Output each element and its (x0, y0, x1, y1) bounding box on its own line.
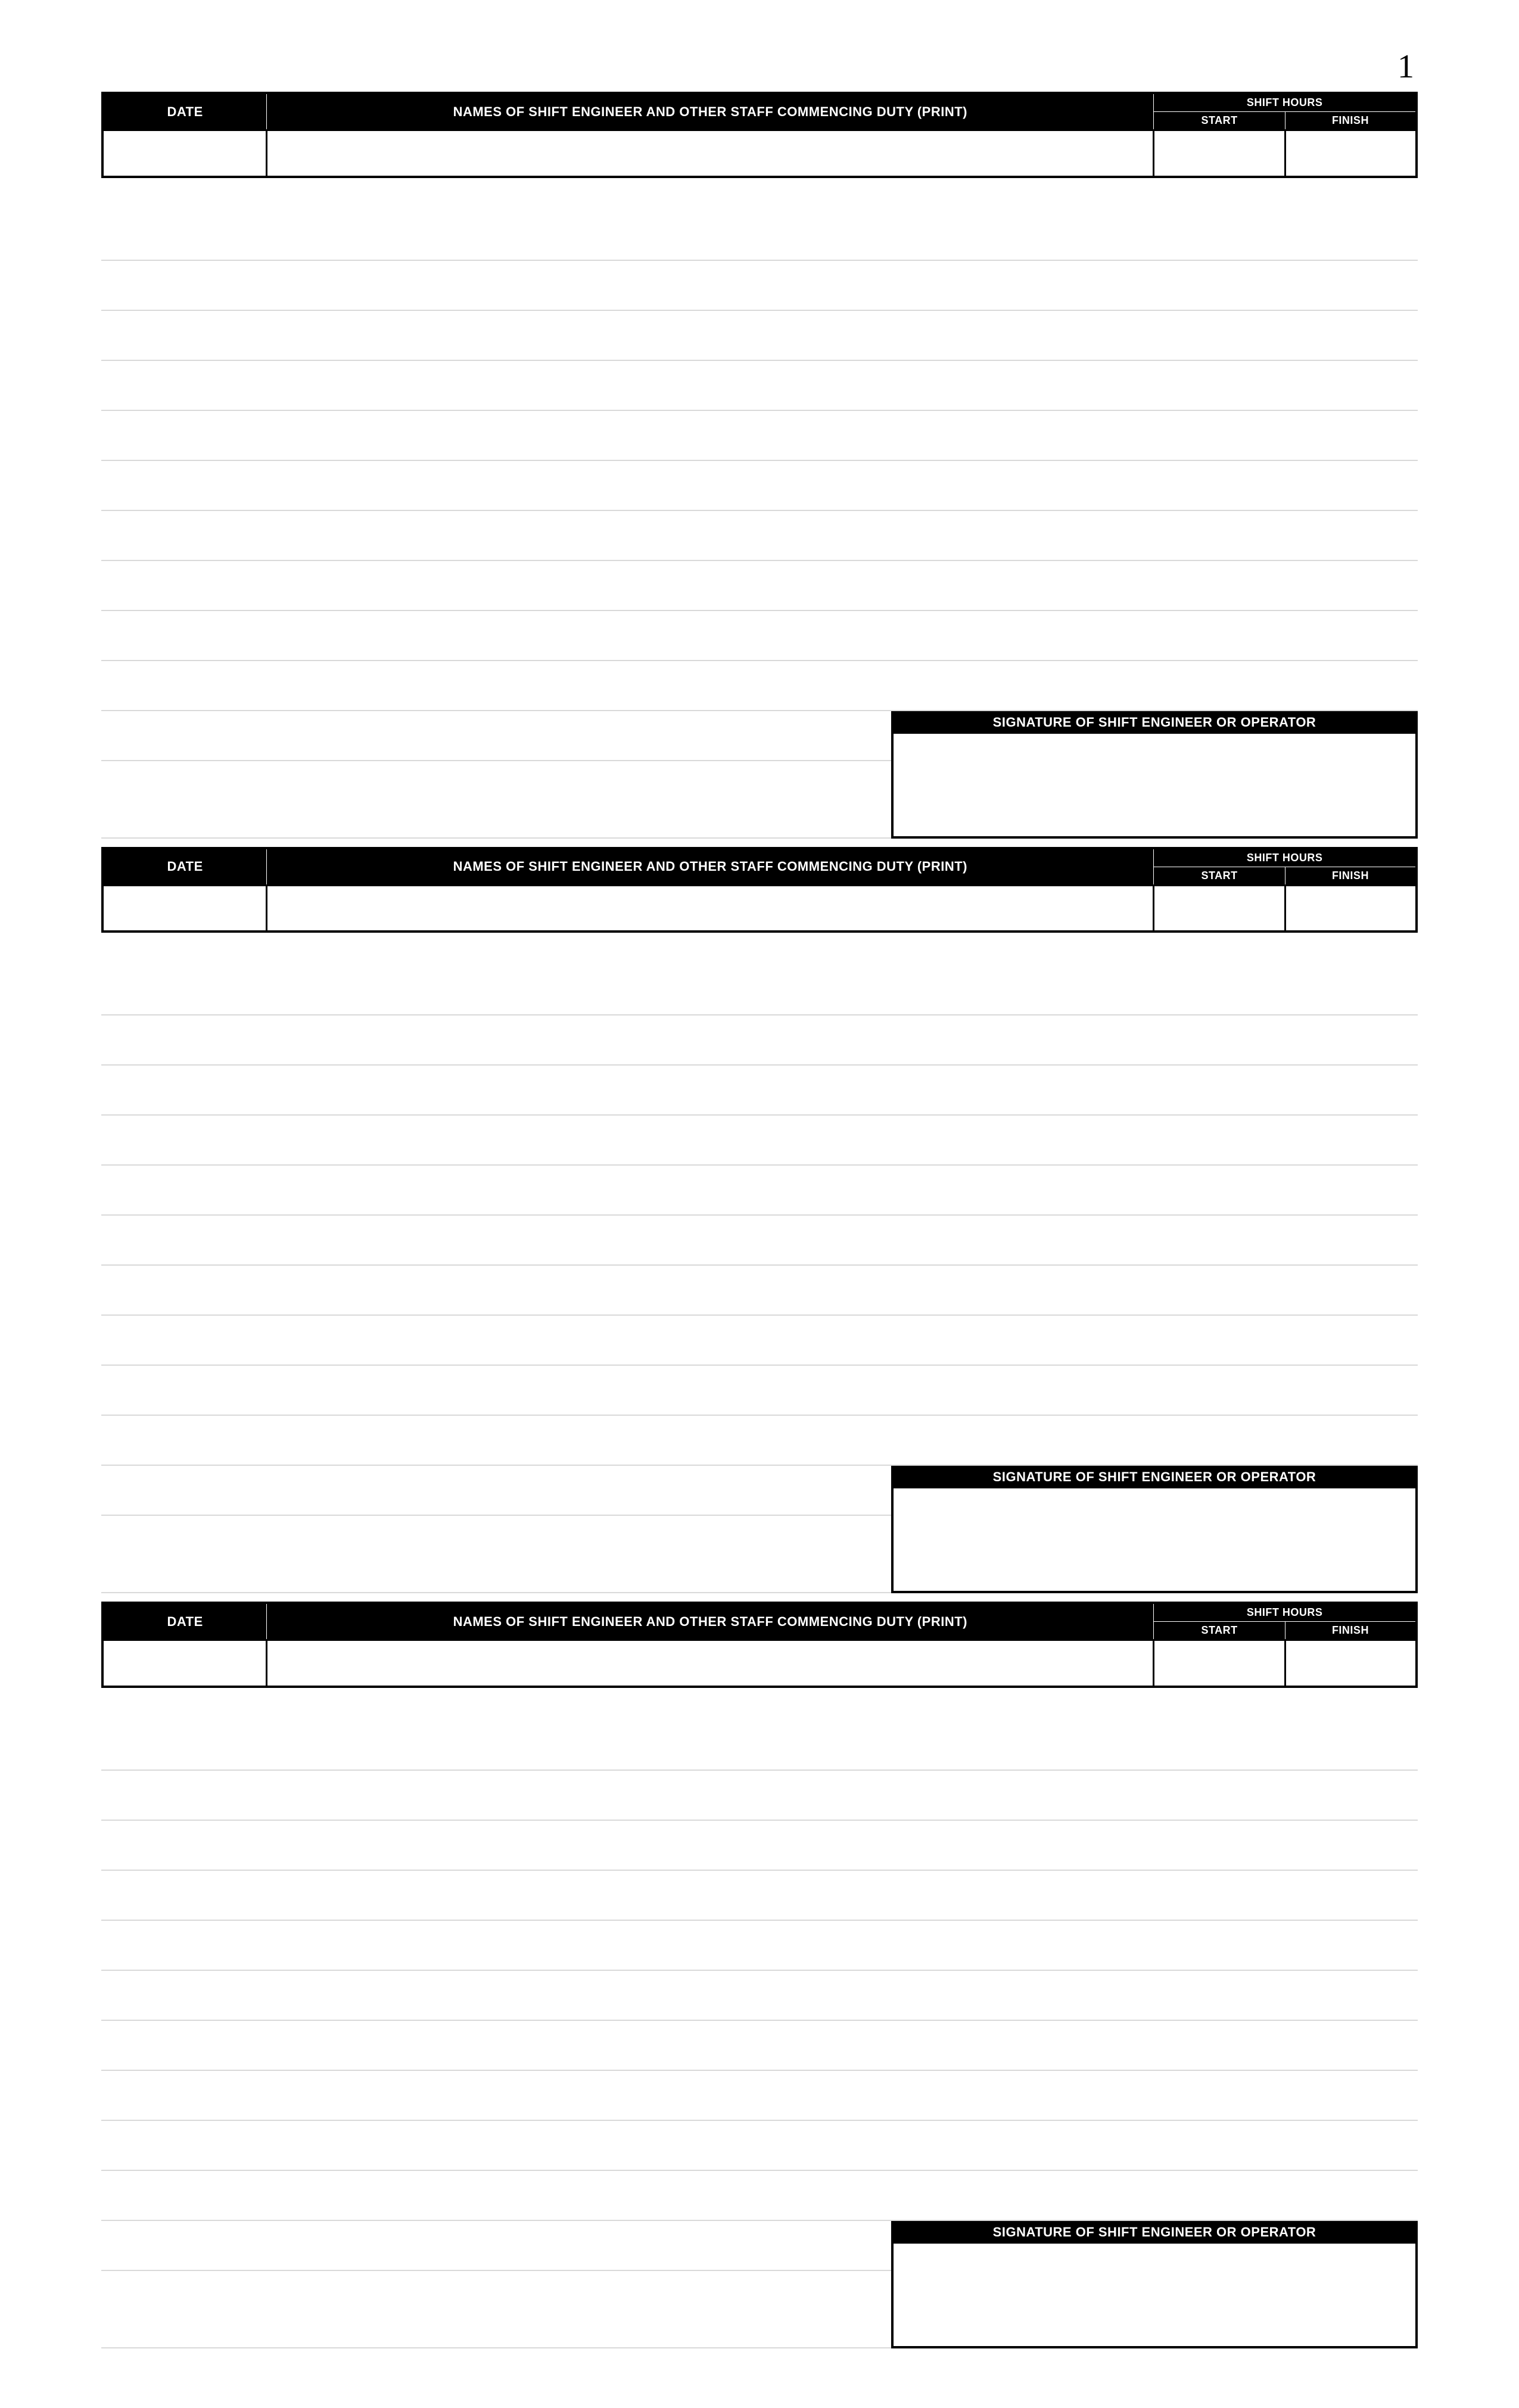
blank-cell-start[interactable] (1154, 130, 1285, 177)
ruled-line[interactable] (101, 1466, 891, 1516)
ruled-line[interactable] (101, 1066, 1418, 1116)
ruled-line[interactable] (101, 2121, 1418, 2171)
ruled-line[interactable] (101, 2021, 1418, 2071)
page-number: 1 (101, 48, 1418, 86)
col-header-names: NAMES OF SHIFT ENGINEER AND OTHER STAFF … (267, 848, 1154, 886)
blank-cell-finish[interactable] (1285, 1640, 1417, 1687)
col-header-names: NAMES OF SHIFT ENGINEER AND OTHER STAFF … (267, 93, 1154, 130)
ruled-lines-area: SIGNATURE OF SHIFT ENGINEER OR OPERATOR (101, 1721, 1418, 2348)
ruled-line[interactable] (101, 761, 891, 839)
ruled-line[interactable] (101, 1116, 1418, 1166)
blank-cell-finish[interactable] (1285, 130, 1417, 177)
ruled-line[interactable] (101, 1721, 1418, 1771)
signature-label: SIGNATURE OF SHIFT ENGINEER OR OPERATOR (891, 2221, 1418, 2244)
col-header-shift-hours: SHIFT HOURS (1154, 1603, 1417, 1622)
signature-box-row (101, 761, 1418, 839)
ruled-line[interactable] (101, 361, 1418, 411)
shift-header-table: DATENAMES OF SHIFT ENGINEER AND OTHER ST… (101, 847, 1418, 933)
ruled-lines-area: SIGNATURE OF SHIFT ENGINEER OR OPERATOR (101, 211, 1418, 839)
ruled-line[interactable] (101, 411, 1418, 461)
ruled-line[interactable] (101, 311, 1418, 361)
shift-section: DATENAMES OF SHIFT ENGINEER AND OTHER ST… (101, 847, 1418, 1594)
signature-label: SIGNATURE OF SHIFT ENGINEER OR OPERATOR (891, 711, 1418, 734)
ruled-line[interactable] (101, 1316, 1418, 1366)
shift-header-table: DATENAMES OF SHIFT ENGINEER AND OTHER ST… (101, 1602, 1418, 1688)
ruled-line[interactable] (101, 1015, 1418, 1066)
col-header-start: START (1154, 112, 1285, 130)
ruled-line[interactable] (101, 1166, 1418, 1216)
col-header-date: DATE (102, 93, 267, 130)
signature-box-row (101, 2271, 1418, 2348)
ruled-line[interactable] (101, 1921, 1418, 1971)
ruled-line[interactable] (101, 611, 1418, 661)
blank-cell-names[interactable] (267, 1640, 1154, 1687)
blank-cell-finish[interactable] (1285, 885, 1417, 932)
ruled-line[interactable] (101, 1416, 1418, 1466)
ruled-line[interactable] (101, 2271, 891, 2348)
ruled-line[interactable] (101, 711, 891, 761)
signature-label: SIGNATURE OF SHIFT ENGINEER OR OPERATOR (891, 1466, 1418, 1488)
ruled-line[interactable] (101, 1971, 1418, 2021)
signature-box[interactable] (891, 1516, 1418, 1593)
signature-box-row (101, 1516, 1418, 1593)
ruled-line[interactable] (101, 1366, 1418, 1416)
col-header-shift-hours: SHIFT HOURS (1154, 848, 1417, 867)
ruled-line[interactable] (101, 1771, 1418, 1821)
blank-cell-start[interactable] (1154, 1640, 1285, 1687)
col-header-names: NAMES OF SHIFT ENGINEER AND OTHER STAFF … (267, 1603, 1154, 1640)
signature-header-row: SIGNATURE OF SHIFT ENGINEER OR OPERATOR (101, 1466, 1418, 1516)
blank-cell-start[interactable] (1154, 885, 1285, 932)
blank-cell-date[interactable] (102, 1640, 267, 1687)
ruled-line[interactable] (101, 2071, 1418, 2121)
ruled-line[interactable] (101, 965, 1418, 1015)
ruled-line[interactable] (101, 561, 1418, 611)
col-header-date: DATE (102, 848, 267, 886)
blank-cell-names[interactable] (267, 885, 1154, 932)
signature-box[interactable] (891, 761, 1418, 839)
col-header-finish: FINISH (1285, 1622, 1417, 1640)
signature-header-row: SIGNATURE OF SHIFT ENGINEER OR OPERATOR (101, 711, 1418, 761)
signature-box[interactable] (891, 2271, 1418, 2348)
blank-cell-date[interactable] (102, 130, 267, 177)
col-header-finish: FINISH (1285, 867, 1417, 885)
blank-cell-names[interactable] (267, 130, 1154, 177)
ruled-line[interactable] (101, 2171, 1418, 2221)
ruled-line[interactable] (101, 1266, 1418, 1316)
ruled-lines-area: SIGNATURE OF SHIFT ENGINEER OR OPERATOR (101, 965, 1418, 1593)
signature-header-row: SIGNATURE OF SHIFT ENGINEER OR OPERATOR (101, 2221, 1418, 2271)
shift-section: DATENAMES OF SHIFT ENGINEER AND OTHER ST… (101, 92, 1418, 839)
ruled-line[interactable] (101, 1216, 1418, 1266)
shift-header-table: DATENAMES OF SHIFT ENGINEER AND OTHER ST… (101, 92, 1418, 178)
ruled-line[interactable] (101, 461, 1418, 511)
ruled-line[interactable] (101, 1821, 1418, 1871)
shift-section: DATENAMES OF SHIFT ENGINEER AND OTHER ST… (101, 1602, 1418, 2348)
ruled-line[interactable] (101, 1516, 891, 1593)
ruled-line[interactable] (101, 661, 1418, 711)
ruled-line[interactable] (101, 511, 1418, 561)
col-header-start: START (1154, 867, 1285, 885)
ruled-line[interactable] (101, 211, 1418, 261)
col-header-finish: FINISH (1285, 112, 1417, 130)
blank-cell-date[interactable] (102, 885, 267, 932)
ruled-line[interactable] (101, 2221, 891, 2271)
ruled-line[interactable] (101, 261, 1418, 311)
ruled-line[interactable] (101, 1871, 1418, 1921)
col-header-start: START (1154, 1622, 1285, 1640)
col-header-shift-hours: SHIFT HOURS (1154, 93, 1417, 112)
col-header-date: DATE (102, 1603, 267, 1640)
